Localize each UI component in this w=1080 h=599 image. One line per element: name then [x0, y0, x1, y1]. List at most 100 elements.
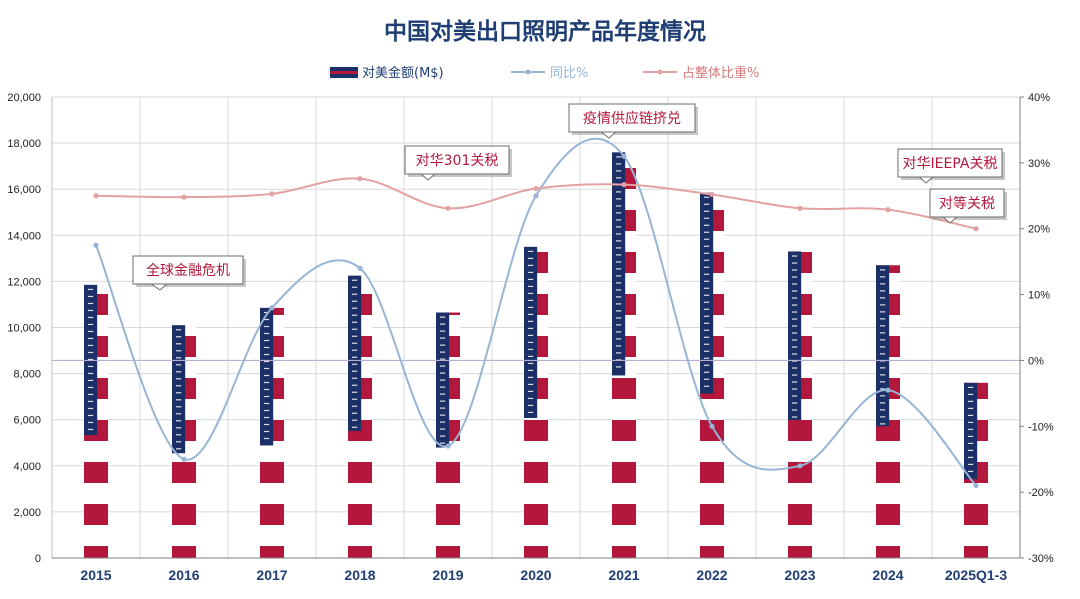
bar-star-row: [616, 345, 622, 347]
bar-star-row: [792, 255, 798, 257]
bar-star-row: [264, 395, 270, 398]
bar-star-row: [968, 428, 974, 431]
bar-star-row: [352, 293, 358, 295]
x-tick: 2017: [256, 567, 287, 583]
bar-star-row: [440, 428, 446, 430]
bar-star-row: [704, 231, 710, 233]
bar-star-row: [968, 386, 974, 389]
bar-star-row: [968, 407, 974, 410]
legend-label-bar: 对美金额(M$): [362, 65, 444, 81]
bar-star-row: [88, 330, 94, 333]
bar-star-row: [528, 306, 534, 309]
bar-star-row: [352, 286, 358, 288]
bar-canton: [612, 152, 626, 376]
legend-item-yoy[interactable]: 同比%: [511, 66, 588, 81]
bar-star-row: [440, 330, 446, 332]
bar-star-row: [792, 339, 798, 341]
bar-star-row: [968, 442, 974, 445]
bar-star-row: [880, 402, 886, 404]
bar-star-row: [792, 304, 798, 306]
bar-star-row: [176, 343, 182, 345]
bar-star-row: [352, 307, 358, 309]
callout-box: [568, 103, 696, 133]
bar-star-row: [616, 254, 622, 256]
bar-star-row: [880, 269, 886, 271]
bar-star-row: [88, 358, 94, 361]
bar-star-row: [264, 416, 270, 419]
bar-star-row: [352, 419, 358, 421]
bar-star-row: [176, 406, 182, 408]
bar-star-row: [880, 276, 886, 278]
bar-star-row: [264, 360, 270, 363]
bar-star-row: [968, 456, 974, 459]
bar-star-row: [880, 409, 886, 411]
y-tick-left: 18,000: [7, 138, 41, 150]
callout-text: 疫情供应链挤兑: [583, 110, 681, 127]
bar-star-row: [704, 203, 710, 205]
bar-star-row: [352, 377, 358, 379]
bar-star-row: [528, 341, 534, 344]
bar-star-row: [352, 426, 358, 428]
callout-2: 疫情供应链挤兑: [568, 103, 698, 139]
bar-star-row: [704, 343, 710, 345]
y-tick-right: -30%: [1028, 553, 1054, 565]
bar-star-row: [528, 334, 534, 337]
callout-box: [897, 148, 1003, 178]
bar-star-row: [264, 381, 270, 384]
bar-star-row: [616, 233, 622, 235]
bar-star-row: [704, 266, 710, 268]
bar-star-row: [264, 332, 270, 335]
bar-star-row: [440, 400, 446, 402]
bar-star-row: [440, 372, 446, 374]
bar-star-row: [704, 322, 710, 324]
bar-star-row: [528, 404, 534, 407]
legend-item-bar[interactable]: 对美金额(M$): [330, 65, 444, 81]
bar-star-row: [440, 379, 446, 381]
bar-star-row: [792, 318, 798, 320]
bar-star-row: [616, 226, 622, 228]
bar-star-row: [440, 351, 446, 353]
bar-star-row: [616, 191, 622, 193]
bar-star-row: [528, 362, 534, 365]
bar-star-row: [88, 309, 94, 312]
bar-star-row: [616, 303, 622, 305]
bar-star-row: [704, 350, 710, 352]
point-share: [973, 226, 979, 232]
bar-star-row: [704, 385, 710, 387]
y-tick-right: 10%: [1028, 290, 1050, 302]
bar-star-row: [352, 335, 358, 337]
point-share: [445, 205, 451, 211]
bar-star-row: [792, 262, 798, 264]
bar-star-row: [528, 278, 534, 281]
bar-star-row: [528, 250, 534, 253]
bar-star-row: [528, 376, 534, 379]
bar-star-row: [792, 409, 798, 411]
bar-star-row: [704, 378, 710, 380]
bar-star-row: [880, 339, 886, 341]
bar-star-row: [88, 379, 94, 382]
bar-star-row: [616, 324, 622, 326]
bar-star-row: [176, 427, 182, 429]
point-share: [269, 191, 275, 197]
bar-star-row: [616, 310, 622, 312]
point-yoy: [797, 463, 803, 469]
bar-star-row: [704, 280, 710, 282]
bar-star-row: [88, 337, 94, 340]
bar-star-row: [616, 289, 622, 291]
bar-star-row: [176, 350, 182, 352]
bar-star-row: [352, 314, 358, 316]
bar-star-row: [792, 395, 798, 397]
bar-star-row: [968, 435, 974, 438]
bar-star-row: [968, 421, 974, 424]
bar-star-row: [704, 273, 710, 275]
legend-item-share[interactable]: 占整体比重%: [643, 65, 759, 81]
bar-star-row: [792, 374, 798, 376]
bar-star-row: [440, 407, 446, 409]
bar-star-row: [352, 412, 358, 414]
bar-star-row: [792, 297, 798, 299]
y-tick-right: -10%: [1028, 421, 1054, 433]
bar-star-row: [440, 344, 446, 346]
bar-star-row: [704, 294, 710, 296]
bar-star-row: [792, 311, 798, 313]
x-tick: 2023: [784, 567, 815, 583]
